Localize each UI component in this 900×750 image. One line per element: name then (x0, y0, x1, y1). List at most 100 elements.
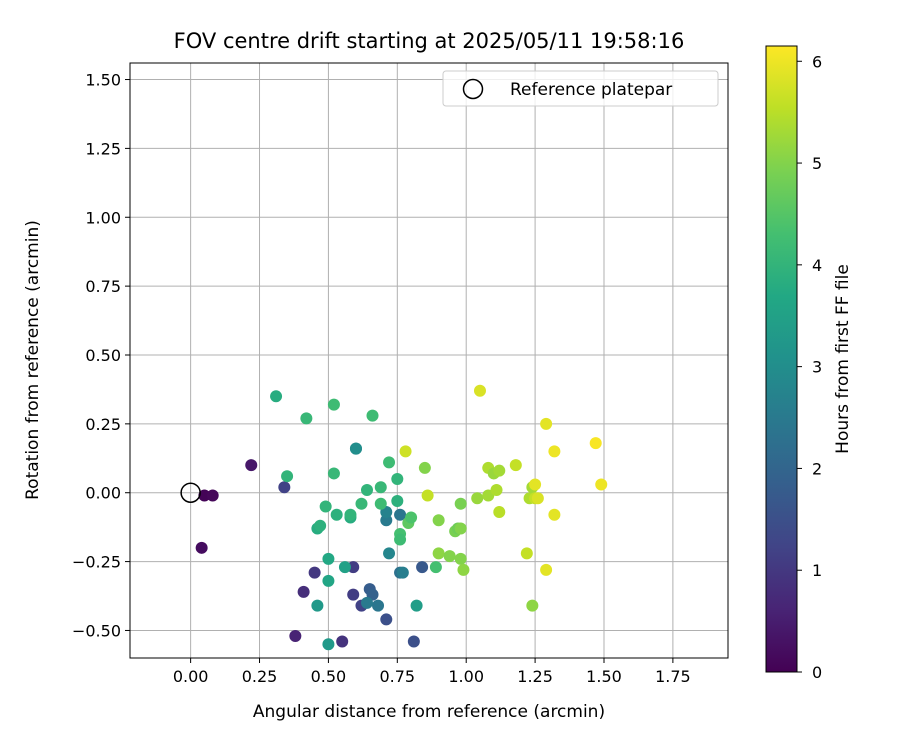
y-ticks: −0.50 −0.25 0.00 0.25 0.50 0.75 1.00 1.25 1.50 (72, 71, 130, 640)
colorbar-ticks: 0 1 2 3 4 5 6 (797, 52, 822, 682)
data-point (540, 417, 553, 430)
x-tick-label: 0.75 (379, 667, 415, 686)
x-tick-label: 0.00 (173, 667, 209, 686)
data-point (366, 409, 379, 422)
y-tick-label: 0.25 (85, 415, 121, 434)
colorbar-tick-label: 6 (812, 52, 822, 71)
data-point (380, 514, 393, 527)
data-point (349, 442, 362, 455)
data-point (374, 497, 387, 510)
colorbar-tick-label: 4 (812, 256, 822, 275)
data-point (372, 599, 385, 612)
data-point (311, 599, 324, 612)
data-points (195, 384, 608, 651)
data-point (297, 585, 310, 598)
data-point (391, 494, 404, 507)
data-point (520, 547, 533, 560)
legend-box (442, 70, 719, 107)
data-point (509, 459, 522, 472)
colorbar-tick-label: 0 (812, 663, 822, 682)
data-point (531, 492, 544, 505)
reference-platepar-marker (180, 482, 201, 503)
data-point (454, 522, 467, 535)
colorbar-tick-label: 2 (812, 459, 822, 478)
legend-reference-marker (462, 78, 484, 100)
colorbar-label: Hours from first FF file (833, 264, 853, 454)
y-tick-label: 0.75 (85, 277, 121, 296)
data-point (471, 492, 484, 505)
data-point (394, 508, 407, 521)
y-tick-label: 1.00 (85, 208, 121, 227)
data-point (493, 464, 506, 477)
data-point (206, 489, 219, 502)
chart-title: FOV centre drift starting at 2025/05/11 … (174, 29, 685, 53)
data-point (405, 511, 418, 524)
data-point (198, 489, 211, 502)
data-point (473, 384, 486, 397)
y-tick-label: 0.50 (85, 346, 121, 365)
y-tick-label: 1.25 (85, 139, 121, 158)
data-point (338, 561, 351, 574)
x-axis-label: Angular distance from reference (arcmin) (253, 702, 605, 722)
data-point (595, 478, 608, 491)
data-point (245, 459, 258, 472)
y-tick-label: −0.50 (72, 621, 121, 640)
legend-entry-reference-platepar: Reference platepar (510, 80, 672, 100)
data-point (355, 497, 368, 510)
data-point (418, 461, 431, 474)
data-point (548, 445, 561, 458)
data-point (407, 635, 420, 648)
data-point (526, 599, 539, 612)
data-point (278, 481, 291, 494)
data-point (540, 563, 553, 576)
colorbar-tick-label: 3 (812, 358, 822, 377)
data-point (432, 547, 445, 560)
x-tick-label: 1.25 (517, 667, 553, 686)
data-point (360, 596, 373, 609)
data-point (308, 566, 321, 579)
y-tick-label: 0.00 (85, 484, 121, 503)
data-point (391, 472, 404, 485)
y-axis-label: Rotation from reference (arcmin) (23, 220, 43, 500)
data-point (589, 437, 602, 450)
data-point (314, 519, 327, 532)
data-point (322, 638, 335, 651)
data-point (281, 470, 294, 483)
data-point (429, 561, 442, 574)
data-point (319, 500, 332, 513)
data-point (347, 588, 360, 601)
data-point (410, 599, 423, 612)
data-point (344, 508, 357, 521)
data-point (421, 489, 434, 502)
x-tick-label: 0.50 (311, 667, 347, 686)
reference-marker-group (180, 482, 201, 503)
colorbar-tick-label: 1 (812, 561, 822, 580)
data-point (454, 552, 467, 565)
data-point (383, 547, 396, 560)
data-point (454, 497, 467, 510)
data-point (327, 398, 340, 411)
data-point (416, 561, 429, 574)
y-tick-label: −0.25 (72, 553, 121, 572)
data-point (548, 508, 561, 521)
data-point (336, 635, 349, 648)
data-point (322, 574, 335, 587)
data-point (457, 563, 470, 576)
x-tick-label: 1.75 (655, 667, 691, 686)
data-point (380, 613, 393, 626)
data-point (330, 508, 343, 521)
data-point (383, 456, 396, 469)
data-point (327, 467, 340, 480)
data-point (289, 629, 302, 642)
colorbar (765, 45, 798, 673)
data-point (490, 483, 503, 496)
x-tick-label: 1.00 (448, 667, 484, 686)
plot-frame (129, 62, 729, 659)
data-point (195, 541, 208, 554)
data-point (399, 445, 412, 458)
data-point (322, 552, 335, 565)
legend: Reference platepar (442, 70, 719, 107)
data-point (443, 550, 456, 563)
data-point (300, 412, 313, 425)
